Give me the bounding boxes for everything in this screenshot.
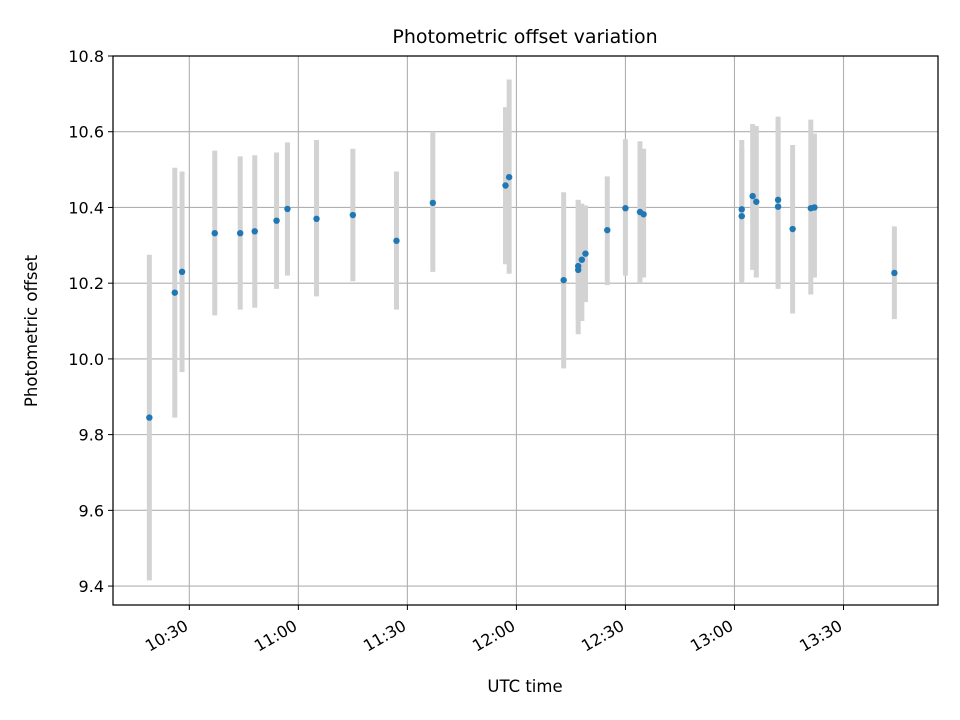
data-point <box>640 211 647 218</box>
data-point <box>789 225 796 233</box>
data-point <box>171 289 178 296</box>
data-point <box>753 198 760 205</box>
data-point <box>604 226 611 234</box>
data-point <box>284 205 291 213</box>
data-point <box>178 268 186 276</box>
y-tick-label: 10.2 <box>68 274 104 293</box>
data-point <box>313 215 320 223</box>
data-point <box>774 203 782 210</box>
grid-layer <box>113 55 938 605</box>
data-point <box>251 228 258 235</box>
data-point <box>211 229 218 237</box>
data-point <box>502 182 509 189</box>
data-point <box>622 205 629 212</box>
y-tick-label: 9.8 <box>79 426 104 445</box>
data-point <box>393 237 400 244</box>
data-point <box>237 229 244 237</box>
data-point <box>560 276 567 284</box>
data-point <box>349 211 357 219</box>
data-point <box>574 266 582 274</box>
data-point <box>582 250 589 257</box>
data-point <box>891 269 898 277</box>
data-point <box>749 192 756 200</box>
data-point <box>811 204 818 211</box>
y-tick-label: 9.6 <box>79 501 104 520</box>
data-point <box>429 199 437 207</box>
data-point <box>774 196 782 204</box>
y-tick-label: 10.4 <box>68 198 104 217</box>
y-tick-label: 10.0 <box>68 350 104 369</box>
y-tick-label: 9.4 <box>79 577 104 596</box>
data-point <box>738 206 745 213</box>
data-point <box>578 256 586 263</box>
data-point <box>738 212 745 220</box>
plot-frame <box>112 55 939 606</box>
data-point <box>273 217 280 224</box>
y-axis-title: Photometric offset <box>22 254 41 407</box>
x-axis-title: UTC time <box>487 677 562 696</box>
data-point <box>146 414 153 421</box>
chart-title: Photometric offset variation <box>392 26 657 48</box>
y-tick-label: 10.6 <box>68 123 104 142</box>
data-point <box>505 173 513 181</box>
data-point-layer <box>146 173 898 421</box>
y-tick-label: 10.8 <box>68 47 104 66</box>
